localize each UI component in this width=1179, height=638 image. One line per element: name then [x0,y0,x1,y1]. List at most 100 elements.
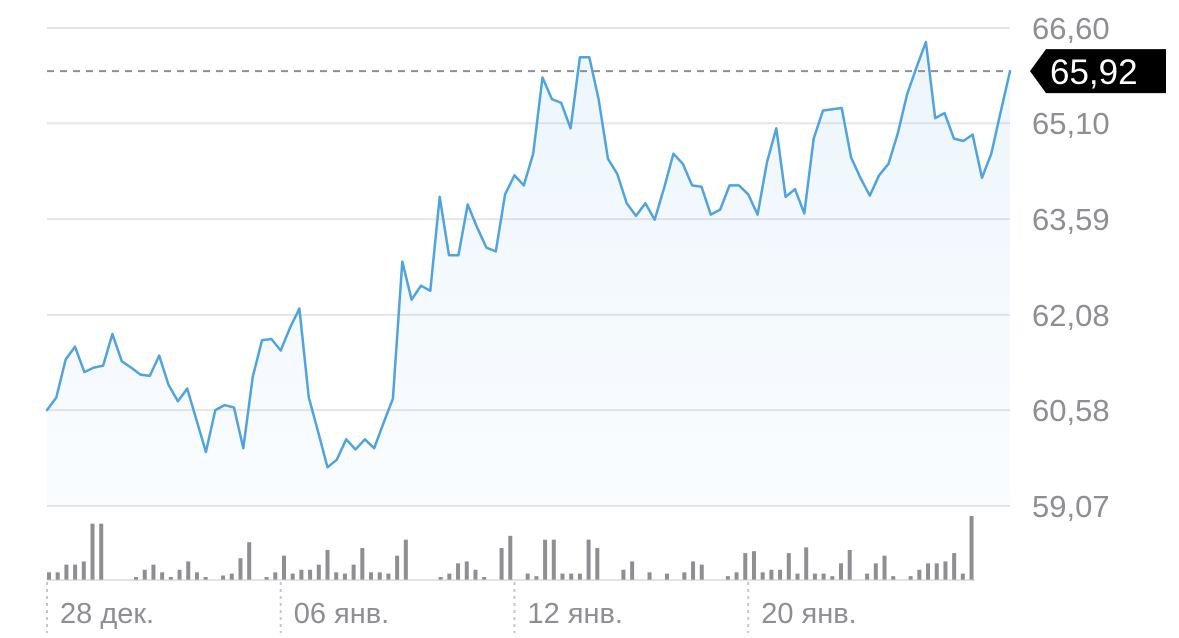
x-tick-label: 20 янв. [761,598,857,630]
y-axis-ticks: 66,60 65,10 63,59 62,08 60,58 59,07 [1032,11,1110,524]
volume-bar [952,553,957,580]
volume-bar [891,576,896,580]
volume-bar [691,561,696,580]
volume-bar [464,561,469,580]
volume-bar [456,563,461,580]
volume-bar [99,523,104,580]
volume-bar [55,572,60,580]
volume-bar [908,576,913,580]
volume-bar [308,569,313,580]
volume-bar [186,561,191,580]
x-axis-ticks: 28 дек. 06 янв. 12 янв. 20 янв. [46,582,857,633]
volume-bar [786,553,791,580]
volume-bar [316,564,321,580]
volume-bar [839,563,844,580]
volume-bar [630,561,635,580]
volume-bar [926,563,931,580]
volume-bar [334,572,339,580]
volume-bar [699,564,704,580]
volume-bar [360,548,365,580]
volume-bar [795,573,800,580]
volume-bar [151,564,156,580]
volume-bar [238,558,243,580]
volume-bar [447,573,452,580]
volume-bar [377,572,382,580]
volume-bar [229,573,234,580]
volume-bar [403,539,408,580]
volume-bar [134,577,139,580]
volume-bar [177,569,182,580]
volume-bar [621,569,626,580]
volume-bar [438,577,443,580]
volume-bar [682,572,687,580]
volume-bar [203,577,208,580]
current-value-badge-shape [1030,49,1166,94]
volume-bar [64,564,69,580]
volume-bar [499,548,504,580]
current-value-badge: 65,92 [1030,49,1166,94]
volume-bar [482,577,487,580]
volume-bar [647,572,652,580]
price-area [47,42,1010,506]
price-area-fill [47,42,1010,506]
volume-bar [551,539,556,580]
current-value-label: 65,92 [1050,53,1138,92]
volume-bar [865,573,870,580]
volume-bar [743,553,748,580]
volume-bar [299,569,304,580]
volume-bar [595,548,600,580]
volume-bar [273,572,278,580]
volume-bar [264,577,269,580]
volume-bar [508,535,513,580]
volume-bar [90,523,95,580]
volume-bar [281,555,286,580]
volume-bar [760,572,765,580]
volume-bar [577,573,582,580]
volume-bar [534,576,539,580]
volume-bar [569,573,574,580]
volume-bar [160,572,165,580]
volume-bar [969,516,974,580]
volume-bar [830,576,835,580]
volume-bar [943,561,948,580]
volume-bar [725,576,730,580]
volume-bar [194,572,199,580]
x-tick-label: 06 янв. [294,598,390,630]
y-tick-label: 59,07 [1032,489,1110,524]
volume-bars [47,516,975,581]
volume-bar [168,577,173,580]
volume-bar [804,547,809,580]
volume-bar [73,564,78,580]
volume-bar [812,573,817,580]
y-tick-label: 65,10 [1032,106,1110,141]
volume-bar [221,575,226,580]
volume-bar [290,573,295,580]
volume-bar [369,572,374,580]
y-tick-label: 66,60 [1032,11,1110,46]
volume-bar [821,573,826,580]
volume-bar [142,569,147,580]
volume-bar [586,539,591,580]
volume-bar [543,539,548,580]
volume-bar [873,563,878,580]
volume-bar [882,555,887,580]
volume-bar [325,549,330,580]
price-line-path [45,40,1012,469]
volume-bar [81,561,86,580]
y-tick-label: 62,08 [1032,298,1110,333]
volume-bar [395,555,400,580]
volume-bar [751,551,756,580]
x-tick-label: 12 янв. [527,598,623,630]
volume-bar [734,572,739,580]
volume-bar [560,573,565,580]
volume-bar [342,573,347,580]
volume-bar [386,573,391,580]
volume-bar [934,563,939,580]
volume-bar [847,549,852,580]
x-tick-label: 28 дек. [60,598,154,630]
y-tick-label: 63,59 [1032,202,1110,237]
volume-bar [664,573,669,580]
volume-bar [917,569,922,580]
